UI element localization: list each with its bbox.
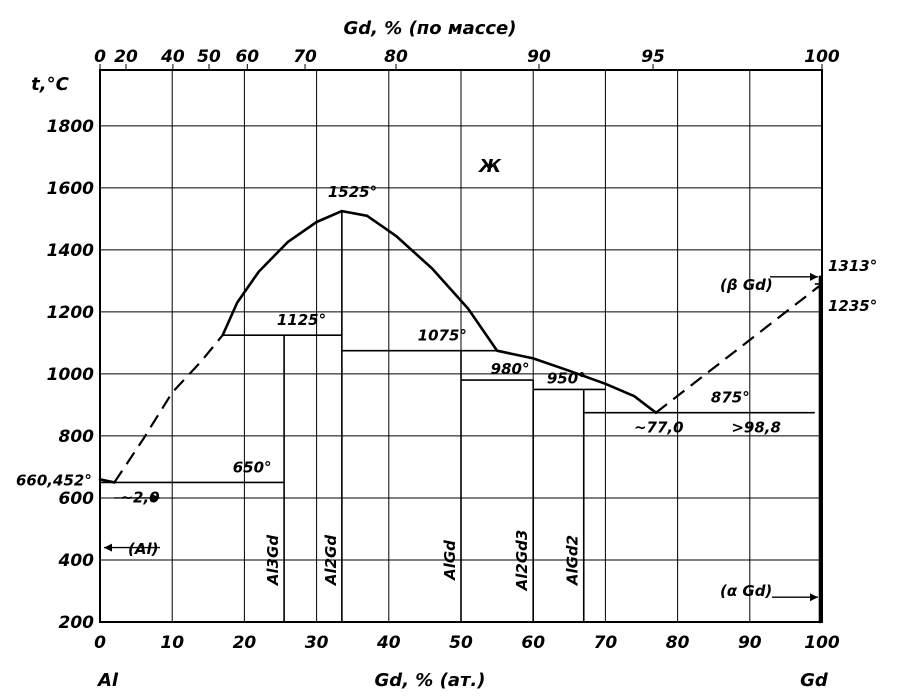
phase-name-label: AlGd — [441, 540, 459, 581]
phase-boundaries — [98, 209, 823, 624]
top-tick-label: 95 — [641, 47, 665, 67]
y-tick-label: 1200 — [47, 303, 94, 323]
bottom-axis-title: Gd, % (ат.) — [375, 670, 486, 691]
temperature-label: 1075° — [418, 327, 467, 345]
y-tick-label: 1800 — [47, 117, 94, 137]
top-tick-label: 100 — [804, 47, 840, 67]
liquidus-curve — [221, 209, 658, 414]
phase-name-label: Al2Gd — [322, 535, 340, 586]
alpha-gd-region-label: (α Gd) — [720, 582, 772, 600]
composition-label: ~77,0 — [634, 419, 684, 437]
y-tick-label: 600 — [59, 489, 95, 509]
x-tick-label: 0 — [94, 633, 106, 653]
x-tick-label: 100 — [804, 633, 840, 653]
x-tick-label: 60 — [521, 633, 545, 653]
top-tick-label: 80 — [384, 47, 408, 67]
temperature-label: 1313° — [828, 257, 877, 275]
arrow-head — [810, 593, 818, 602]
x-tick-label: 10 — [160, 633, 184, 653]
top-axis-title: Gd, % (по массе) — [344, 18, 517, 39]
al-solid-region-label: (Al) — [128, 540, 158, 558]
temperature-label: 660,452° — [16, 471, 92, 489]
top-tick-label: 70 — [293, 47, 317, 67]
annotations: 0 10 20 30 40 50 60 70 80 90 100200400600800100012… — [16, 47, 877, 653]
phase-name-label: Al2Gd3 — [513, 530, 531, 592]
top-tick-label: 20 — [114, 47, 138, 67]
component-al-label: Al — [96, 670, 119, 691]
y-tick-label: 1400 — [47, 241, 94, 261]
x-tick-label: 40 — [376, 633, 401, 653]
al-melting-segment — [98, 478, 116, 484]
top-tick-label: 60 — [235, 47, 259, 67]
phase-name-label: Al3Gd — [264, 535, 282, 586]
temperature-label: 1125° — [277, 311, 326, 329]
liquidus-dashed-curve — [113, 334, 224, 484]
y-tick-label: 1600 — [47, 179, 94, 199]
x-tick-label: 70 — [594, 633, 618, 653]
x-tick-label: 80 — [666, 633, 690, 653]
temperature-label: 1525° — [328, 183, 377, 201]
plot-frame — [99, 69, 823, 623]
x-tick-label: 30 — [305, 633, 329, 653]
arrow-head — [810, 272, 818, 281]
top-tick-label: 40 — [160, 47, 185, 67]
beta-gd-region-label: (β Gd) — [720, 276, 773, 294]
y-tick-label: 1000 — [47, 365, 94, 385]
temperature-label: 1235° — [828, 297, 877, 315]
y-tick-label: 800 — [59, 427, 95, 447]
x-tick-label: 90 — [738, 633, 762, 653]
liquidus-dashed-curve — [655, 283, 823, 414]
phase-name-label: AlGd2 — [564, 535, 582, 586]
temperature-label: 650° — [233, 458, 272, 476]
x-tick-label: 20 — [233, 633, 257, 653]
component-gd-label: Gd — [800, 670, 829, 691]
arrow-head — [104, 543, 112, 552]
temperature-label: 950° — [547, 369, 586, 387]
y-tick-label: 400 — [58, 551, 95, 571]
y-axis-title: t,°C — [31, 74, 69, 95]
x-tick-label: 50 — [449, 633, 473, 653]
liquid-region-label: Ж — [477, 156, 502, 177]
y-tick-label: 200 — [59, 613, 95, 633]
top-tick-label: 0 — [94, 47, 106, 67]
top-tick-label: 50 — [197, 47, 221, 67]
temperature-label: 980° — [491, 360, 530, 378]
composition-label: >98,8 — [731, 419, 781, 437]
top-tick-label: 90 — [527, 47, 551, 67]
arrow-head — [152, 493, 160, 502]
temperature-label: 875° — [711, 389, 750, 407]
